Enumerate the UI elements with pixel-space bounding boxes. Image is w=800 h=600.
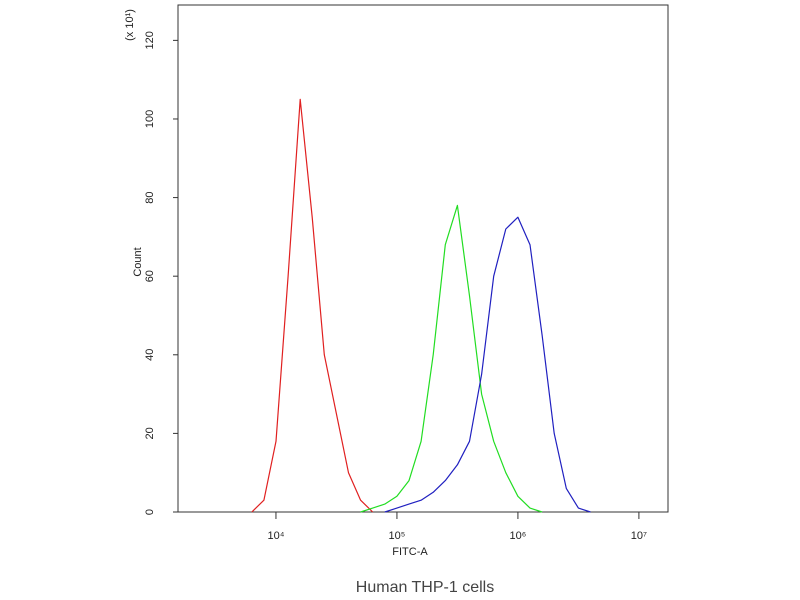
histogram-line xyxy=(384,216,591,513)
y-tick-label: 20 xyxy=(144,427,156,439)
x-tick-label: 10⁴ xyxy=(267,530,284,542)
y-axis-label: Count xyxy=(132,247,144,276)
y-tick-label: 80 xyxy=(144,191,156,203)
x-tick-label: 10⁷ xyxy=(631,530,647,542)
plot-frame xyxy=(177,4,669,513)
y-tick-label: 100 xyxy=(144,110,156,128)
y-tick-label: 60 xyxy=(144,270,156,282)
histogram-line xyxy=(251,98,374,513)
caption: Human THP-1 cells xyxy=(356,579,494,596)
x-tick-label: 10⁶ xyxy=(510,530,527,542)
x-axis-label: FITC-A xyxy=(392,546,428,558)
y-tick-label: 40 xyxy=(144,349,156,361)
y-tick-label: 120 xyxy=(144,31,156,49)
y-multiplier: (x 10¹) xyxy=(124,9,136,41)
histogram-line xyxy=(360,204,543,513)
y-tick-label: 0 xyxy=(144,509,156,515)
x-tick-label: 10⁵ xyxy=(389,530,406,542)
